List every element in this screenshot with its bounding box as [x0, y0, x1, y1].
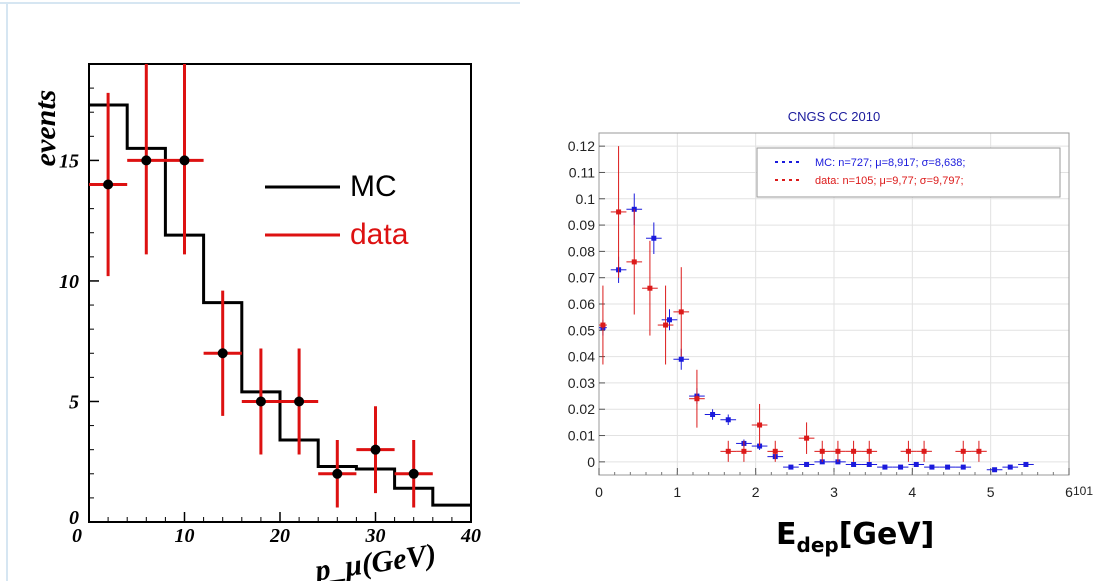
- data-point: [647, 285, 653, 291]
- y-tick-label: 0.08: [568, 243, 595, 259]
- x-tick-label: 30: [365, 525, 386, 547]
- y-tick-label: 0.04: [568, 349, 595, 365]
- mc-point: [710, 411, 716, 417]
- data-point: [255, 396, 266, 407]
- chart-title: CNGS CC 2010: [788, 109, 880, 124]
- data-point: [835, 448, 841, 454]
- page-left-rule: [6, 2, 8, 581]
- data-point: [757, 422, 763, 428]
- x-tick-label: 3: [830, 484, 838, 500]
- mc-point: [772, 454, 778, 460]
- y-tick-label: 0.11: [569, 164, 595, 180]
- data-point: [866, 448, 872, 454]
- data-point: [408, 468, 419, 479]
- mc-point: [757, 443, 763, 449]
- y-tick-label: 0.09: [568, 217, 595, 233]
- y-tick-label: 10: [59, 271, 79, 293]
- mc-point: [1023, 461, 1029, 467]
- y-tick-label: 0.05: [568, 322, 595, 338]
- data-point: [294, 396, 305, 407]
- mc-point: [667, 317, 672, 323]
- data-point: [217, 348, 228, 359]
- x-tick-label: 5: [987, 484, 995, 500]
- y-tick-label: 0.03: [568, 375, 595, 391]
- x-tick-label: 4: [908, 484, 916, 500]
- data-point: [678, 309, 684, 315]
- y-tick-label: 0.01: [568, 428, 595, 444]
- y-tick-label: 15: [59, 150, 79, 172]
- data-point: [804, 435, 810, 441]
- y-tick-label: 0: [587, 454, 595, 470]
- y-tick-label: 5: [69, 391, 79, 413]
- mc-point: [725, 417, 731, 423]
- data-point: [663, 322, 669, 328]
- mc-point: [678, 356, 684, 362]
- mc-point: [960, 464, 966, 470]
- mc-point: [600, 325, 606, 331]
- mc-point: [929, 464, 935, 470]
- mc-point: [631, 206, 637, 212]
- mc-point: [741, 440, 747, 446]
- legend-data-label: data: [350, 218, 409, 251]
- mc-point: [694, 393, 700, 399]
- mc-point: [804, 461, 810, 467]
- mc-point: [882, 464, 888, 470]
- y-tick-label: 0: [69, 507, 79, 529]
- mc-point: [835, 459, 841, 465]
- x-tick-label: 20: [269, 525, 290, 547]
- mc-point: [616, 267, 622, 273]
- mc-histogram-line: [89, 103, 471, 507]
- data-point: [616, 209, 622, 215]
- data-point: [905, 448, 911, 454]
- data-point: [960, 448, 966, 454]
- data-point: [141, 155, 152, 166]
- mc-point: [992, 467, 998, 473]
- data-point: [772, 448, 778, 454]
- x-tick-label: 6: [1065, 484, 1073, 500]
- y-tick-label: 0.12: [568, 138, 595, 154]
- y-axis-label: events: [29, 90, 62, 167]
- y-tick-label: 0.1: [576, 191, 596, 207]
- data-point: [179, 155, 190, 166]
- mc-point: [1007, 464, 1013, 470]
- data-point: [694, 396, 700, 402]
- data-point: [631, 259, 637, 265]
- data-point: [103, 179, 114, 190]
- legend-data-label: data: n=105; μ=9,77; σ=9,797;: [815, 175, 964, 187]
- legend-mc-label: MC: [350, 170, 397, 203]
- mc-point: [851, 461, 857, 467]
- mc-point: [945, 464, 951, 470]
- legend-mc-label: MC: n=727; μ=8,917; σ=8,638;: [815, 157, 965, 169]
- mc-point: [788, 464, 794, 470]
- page-top-rule: [0, 2, 520, 4]
- plot-frame: [598, 132, 1070, 476]
- x-tick-label: 0: [595, 484, 603, 500]
- mc-point: [866, 461, 872, 467]
- x-tick-label: 0: [72, 525, 82, 547]
- data-point: [851, 448, 857, 454]
- mc-point: [651, 235, 657, 241]
- legend-box: [756, 147, 1061, 198]
- y-tick-label: 0.02: [568, 401, 595, 417]
- mc-point: [898, 464, 904, 470]
- x-tick-label: 10: [175, 525, 195, 547]
- x-tick-label: 1: [673, 484, 681, 500]
- data-point: [819, 448, 825, 454]
- data-point: [921, 448, 927, 454]
- mc-point: [913, 461, 919, 467]
- data-point: [332, 468, 343, 479]
- x-multiplier-label: 101: [1073, 484, 1093, 498]
- data-point: [725, 448, 731, 454]
- y-tick-label: 0.07: [568, 270, 595, 286]
- x-tick-label: 2: [752, 484, 760, 500]
- x-axis-label: Edep[GeV]: [776, 517, 934, 557]
- y-tick-label: 0.06: [568, 296, 595, 312]
- data-point: [976, 448, 982, 454]
- x-tick-label: 40: [460, 525, 481, 547]
- data-point: [370, 444, 381, 455]
- data-point: [741, 448, 747, 454]
- data-point: [600, 322, 606, 328]
- mc-point: [819, 459, 825, 465]
